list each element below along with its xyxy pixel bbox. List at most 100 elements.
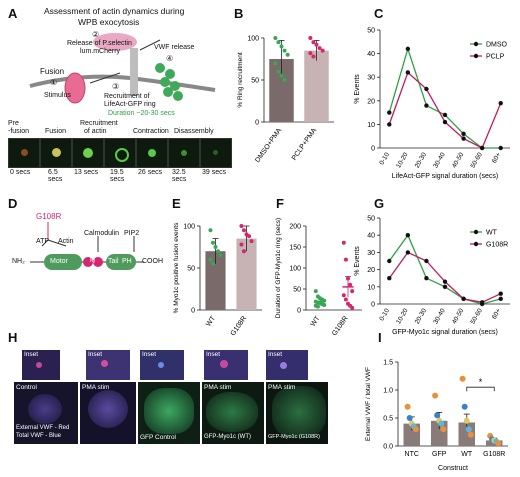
series-point bbox=[498, 100, 503, 106]
label-gfp-control: GFP Control bbox=[140, 434, 177, 441]
inset-5 bbox=[266, 350, 308, 380]
panel-letter-g: G bbox=[374, 196, 385, 211]
data-point bbox=[285, 52, 290, 57]
series-point bbox=[387, 122, 392, 127]
time-1: 0 secs bbox=[10, 169, 31, 176]
frame-1 bbox=[8, 138, 40, 168]
data-point bbox=[276, 69, 281, 74]
y-tick-label: 100 bbox=[247, 36, 259, 43]
x-tick-label: 0-10 bbox=[378, 307, 391, 322]
series-point bbox=[405, 250, 411, 255]
x-tick-label: 30-40 bbox=[432, 307, 447, 325]
label-gfp-myo1c-g108r: GFP-Myo1c (G108R) bbox=[268, 434, 320, 440]
series-point bbox=[461, 131, 466, 137]
series-point bbox=[424, 258, 429, 264]
stimulus-label: Stimulus bbox=[44, 92, 71, 99]
panel-a-title-2: WPB exocytosis bbox=[78, 17, 140, 27]
panel-letter-f: F bbox=[276, 196, 284, 211]
fusion-label: Fusion bbox=[40, 67, 65, 76]
significance-bracket bbox=[466, 386, 495, 392]
panel-a-title-1: Assessment of actin dynamics during bbox=[44, 6, 185, 16]
label-pma-stim-2: PMA stim bbox=[204, 384, 232, 391]
image-gfp-myo1c-wt bbox=[202, 382, 264, 444]
x-tick-label: 10-20 bbox=[395, 151, 410, 169]
ph-label: PH bbox=[122, 258, 132, 265]
tail-label: Tail bbox=[108, 258, 119, 265]
data-point bbox=[279, 44, 284, 49]
stage-header-prefusion-1: Pre bbox=[8, 120, 19, 127]
data-point bbox=[495, 440, 502, 447]
y-tick-label: 10 bbox=[367, 284, 375, 291]
data-point bbox=[322, 298, 327, 303]
data-point bbox=[463, 417, 470, 424]
x-tick-label: WT bbox=[310, 315, 322, 329]
inset-label-1: Inset bbox=[24, 351, 39, 358]
data-point bbox=[241, 228, 246, 233]
data-point bbox=[311, 40, 316, 45]
inset-3 bbox=[140, 350, 184, 380]
panel-letter-h: H bbox=[8, 330, 18, 345]
data-point bbox=[311, 54, 316, 59]
x-tick-label: WT bbox=[205, 315, 217, 329]
data-point bbox=[317, 46, 322, 51]
frame-6 bbox=[168, 138, 200, 168]
y-axis-label: % Myo1c positive fusion events bbox=[173, 222, 180, 313]
legend-marker bbox=[473, 53, 479, 59]
series-point bbox=[442, 112, 448, 118]
data-point bbox=[314, 42, 319, 47]
y-tick-label: 1.0 bbox=[383, 388, 393, 395]
label-control: Control bbox=[16, 384, 37, 391]
data-point bbox=[350, 305, 355, 310]
x-axis-label: GFP-Myo1c signal duration (secs) bbox=[392, 329, 498, 336]
series-point bbox=[498, 291, 503, 296]
legend-label: G108R bbox=[486, 242, 508, 249]
y-tick-label: 20 bbox=[367, 267, 375, 274]
y-tick-label: 40 bbox=[367, 51, 375, 58]
inset-label-4: Inset bbox=[206, 351, 221, 358]
data-point bbox=[440, 426, 447, 433]
nh2-label: NH₂ bbox=[12, 258, 25, 265]
series-point bbox=[498, 296, 503, 302]
data-point bbox=[208, 257, 213, 262]
wpb-exocytosis-schematic bbox=[29, 33, 216, 104]
actin-label: Actin bbox=[58, 238, 74, 245]
data-point bbox=[465, 426, 472, 433]
stage-header-disassembly: Disassembly bbox=[174, 128, 214, 135]
data-point bbox=[273, 36, 278, 40]
y-tick-label: 1.5 bbox=[383, 360, 393, 367]
x-tick-label: 10-20 bbox=[395, 307, 410, 325]
frame-4 bbox=[104, 138, 136, 168]
legend-label: PCLP bbox=[486, 54, 505, 61]
significance-star: * bbox=[479, 377, 483, 387]
series-point bbox=[405, 233, 411, 238]
panel-letter-i: I bbox=[378, 330, 382, 345]
inset-label-5: Inset bbox=[268, 351, 283, 358]
data-point bbox=[241, 249, 246, 254]
time-4: 19.5 secs bbox=[110, 169, 125, 183]
x-tick-label: DMSO+PMA bbox=[254, 127, 283, 164]
legend-marker bbox=[473, 41, 479, 47]
x-tick-label: 60+ bbox=[491, 151, 503, 164]
motor-label: Motor bbox=[50, 258, 68, 265]
x-tick-label: 40-50 bbox=[451, 307, 466, 325]
data-point bbox=[406, 415, 413, 421]
stage-header-recruitment-2: of actin bbox=[84, 128, 107, 135]
data-point bbox=[282, 78, 287, 82]
data-point bbox=[315, 304, 320, 309]
y-tick-label: 100 bbox=[183, 224, 195, 231]
x-tick-label: GFP bbox=[432, 451, 447, 458]
legend-label: DMSO bbox=[486, 42, 508, 49]
data-point bbox=[208, 228, 213, 233]
image-gfp-myo1c-g108r bbox=[266, 382, 328, 444]
panel-letter-c: C bbox=[374, 6, 384, 21]
bar bbox=[236, 238, 257, 310]
x-tick-label: G108R bbox=[230, 315, 248, 337]
release-label: Release of P.selectin bbox=[67, 40, 132, 47]
x-tick-label: 40-50 bbox=[451, 151, 466, 169]
series-point bbox=[424, 276, 429, 281]
recruitment-label-2: LifeAct-GFP ring bbox=[104, 101, 156, 108]
series-point bbox=[387, 258, 392, 264]
y-axis-label: Duration of GFP-Myo1c ring (secs) bbox=[275, 218, 282, 318]
stage-header-recruitment-1: Recruitment bbox=[80, 120, 118, 127]
bar bbox=[304, 50, 329, 122]
